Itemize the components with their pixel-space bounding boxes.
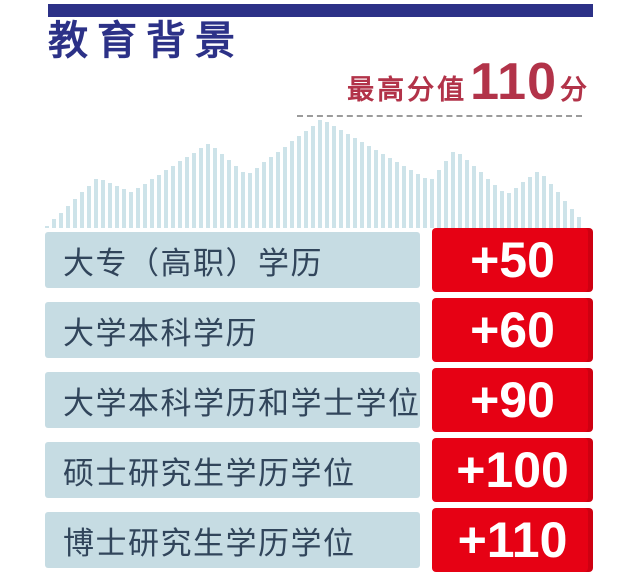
title-accent-bar	[48, 4, 593, 17]
table-row: 大专（高职）学历 +50	[45, 228, 593, 292]
score-badge: +60	[432, 298, 593, 362]
score-badge: +100	[432, 438, 593, 502]
label-text: 大学本科学历	[63, 315, 258, 351]
score-text: +60	[470, 302, 555, 358]
table-row: 硕士研究生学历学位 +100	[45, 438, 593, 502]
table-row: 大学本科学历 +60	[45, 298, 593, 362]
page-title: 教育背景	[48, 19, 244, 63]
table-row: 博士研究生学历学位 +110	[45, 508, 593, 572]
score-badge: +90	[432, 368, 593, 432]
score-text: +50	[470, 232, 555, 288]
max-score-note: 最高分值 110 分	[347, 56, 590, 108]
score-badge: +50	[432, 228, 593, 292]
dashed-guide-line	[297, 115, 582, 117]
label-text: 大学本科学历和学士学位	[63, 385, 421, 421]
max-score-suffix: 分	[560, 75, 590, 105]
score-text: +110	[457, 512, 568, 568]
max-score-prefix: 最高分值	[347, 75, 468, 105]
education-level-label: 大学本科学历	[45, 302, 420, 358]
score-table: 大专（高职）学历 +50 大学本科学历 +60 大学本科学历和学士学位 +90	[45, 228, 593, 578]
label-text: 博士研究生学历学位	[63, 525, 356, 561]
education-level-label: 大学本科学历和学士学位	[45, 372, 420, 428]
score-text: +90	[470, 372, 555, 428]
table-row: 大学本科学历和学士学位 +90	[45, 368, 593, 432]
education-level-label: 博士研究生学历学位	[45, 512, 420, 568]
score-badge: +110	[432, 508, 593, 572]
label-text: 大专（高职）学历	[63, 245, 323, 281]
label-text: 硕士研究生学历学位	[63, 455, 356, 491]
education-level-label: 硕士研究生学历学位	[45, 442, 420, 498]
mountain-bars-decoration	[45, 117, 585, 228]
score-text: +100	[456, 442, 569, 498]
max-score-value: 110	[470, 53, 557, 111]
education-level-label: 大专（高职）学历	[45, 232, 420, 288]
